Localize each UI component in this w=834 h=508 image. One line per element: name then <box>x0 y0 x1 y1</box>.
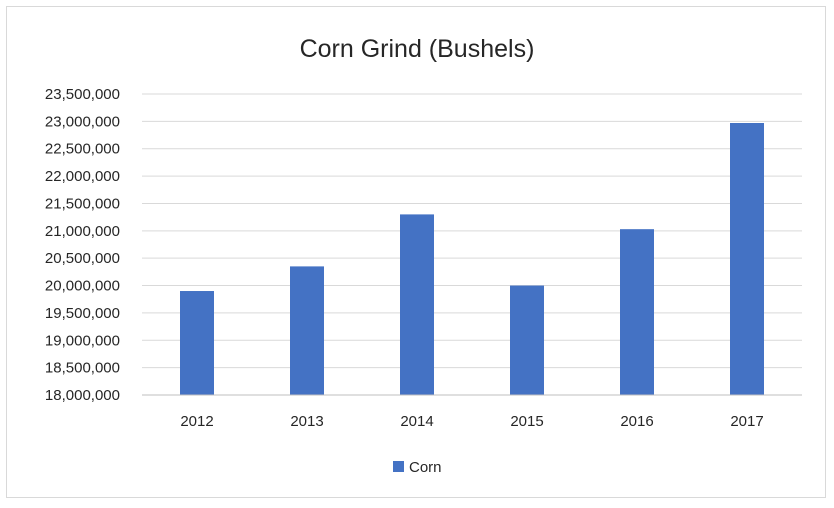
y-tick-label: 21,000,000 <box>45 223 120 240</box>
x-axis-tick-labels: 2012 2013 2014 2015 2016 2017 <box>180 413 763 430</box>
y-tick-label: 19,000,000 <box>45 332 120 349</box>
y-tick-label: 20,500,000 <box>45 250 120 267</box>
x-tick-label: 2012 <box>180 413 213 430</box>
bars <box>180 123 764 395</box>
y-tick-label: 20,000,000 <box>45 278 120 295</box>
y-tick-label: 18,500,000 <box>45 360 120 377</box>
gridlines <box>142 93 802 369</box>
x-tick-label: 2017 <box>730 413 763 430</box>
x-tick-label: 2016 <box>620 413 653 430</box>
bar-2017 <box>730 123 764 395</box>
y-tick-label: 23,000,000 <box>45 113 120 130</box>
y-axis-tick-labels: 18,000,000 18,500,000 19,000,000 19,500,000… <box>45 86 120 404</box>
y-tick-label: 22,000,000 <box>45 168 120 185</box>
bar-2016 <box>620 229 654 395</box>
y-tick-label: 21,500,000 <box>45 195 120 212</box>
x-tick-label: 2013 <box>290 413 323 430</box>
legend: Corn <box>393 459 442 476</box>
x-tick-label: 2014 <box>400 413 433 430</box>
bar-2014 <box>400 214 434 395</box>
x-tick-label: 2015 <box>510 413 543 430</box>
legend-label-corn: Corn <box>409 459 442 476</box>
y-tick-label: 18,000,000 <box>45 387 120 404</box>
y-tick-label: 23,500,000 <box>45 86 120 103</box>
legend-swatch-corn <box>393 461 404 472</box>
bar-2015 <box>510 285 544 395</box>
chart-title: Corn Grind (Bushels) <box>300 35 535 63</box>
y-tick-label: 22,500,000 <box>45 141 120 158</box>
y-tick-label: 19,500,000 <box>45 305 120 322</box>
bar-2013 <box>290 266 324 395</box>
bar-2012 <box>180 291 214 395</box>
